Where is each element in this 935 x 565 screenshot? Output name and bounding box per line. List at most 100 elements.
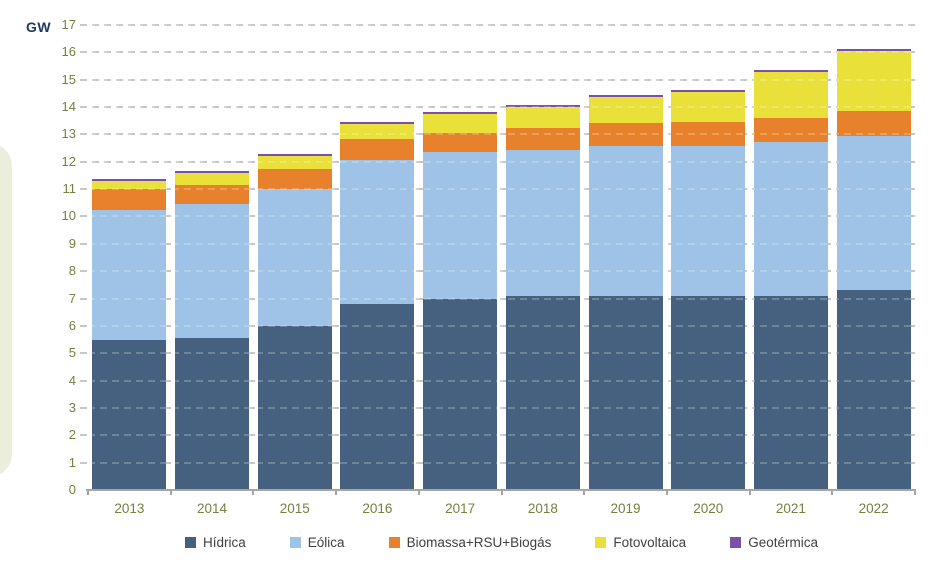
bar-segment-fotovoltaica-2017 <box>423 114 498 133</box>
x-axis-tick <box>914 490 916 495</box>
bar-segment-eolica-2015 <box>257 189 332 326</box>
bar-segment-eolica-2019 <box>588 146 663 296</box>
gridline-overlay <box>88 297 915 300</box>
gridline <box>80 406 916 409</box>
x-axis-tick <box>169 490 172 495</box>
gridline <box>80 242 916 245</box>
y-tick-label-4: 4 <box>68 372 76 388</box>
bar-segment-eolica-2016 <box>340 159 415 304</box>
x-axis-tick <box>500 490 503 495</box>
bar-segment-biomassa-rsu-biogas-2015 <box>257 168 332 190</box>
bar-segment-hidrica-2019 <box>588 295 663 490</box>
x-axis-tick <box>748 490 751 495</box>
bar-segment-biomassa-rsu-biogas-2018 <box>505 127 580 151</box>
bar-segment-biomassa-rsu-biogas-2021 <box>753 118 828 143</box>
x-axis-tick <box>87 490 89 495</box>
legend-label-fotovoltaica: Fotovoltaica <box>613 535 687 550</box>
legend-swatch-geotermica <box>730 537 742 548</box>
legend-item-hidrica: Hídrica <box>185 535 246 550</box>
gridline <box>80 352 916 355</box>
y-tick-label-14: 14 <box>61 99 76 115</box>
gridline-overlay <box>88 461 915 464</box>
bar-segment-eolica-2017 <box>423 151 498 299</box>
bar-segment-biomassa-rsu-biogas-2019 <box>588 122 663 147</box>
chart-legend: Hídrica Eólica Biomassa+RSU+Biogás Fotovolt… <box>88 535 915 550</box>
gridline <box>80 78 916 81</box>
bar-2019 <box>588 94 663 490</box>
gridline <box>80 434 916 437</box>
x-tick-label-2017: 2017 <box>445 501 476 516</box>
bar-2015 <box>257 154 332 490</box>
legend-item-geotermica: Geotérmica <box>730 535 818 550</box>
bar-segment-fotovoltaica-2021 <box>753 72 828 119</box>
gridline-overlay <box>88 133 915 136</box>
y-axis-unit-label: GW <box>26 19 52 35</box>
gridline-overlay <box>88 78 915 81</box>
gridline <box>80 461 916 464</box>
bar-segment-hidrica-2018 <box>505 295 580 490</box>
bar-2014 <box>175 170 250 490</box>
legend-item-eolica: Eólica <box>289 535 345 550</box>
legend-swatch-hidrica <box>185 537 197 548</box>
y-tick-label-13: 13 <box>61 126 76 142</box>
x-tick-label-2014: 2014 <box>197 501 228 516</box>
bar-segment-biomassa-rsu-biogas-2022 <box>836 111 911 137</box>
plot-area <box>88 25 915 490</box>
legend-item-fotovoltaica: Fotovoltaica <box>595 535 686 550</box>
bar-segment-biomassa-rsu-biogas-2014 <box>175 185 250 205</box>
gridline <box>80 51 916 54</box>
gridline-overlay <box>88 270 915 273</box>
bar-segment-hidrica-2022 <box>836 290 911 490</box>
bar-segment-eolica-2022 <box>836 136 911 291</box>
gridline-overlay <box>88 188 915 191</box>
bar-segment-fotovoltaica-2013 <box>92 180 167 190</box>
gridline-overlay <box>88 324 915 327</box>
y-tick-label-5: 5 <box>68 345 76 361</box>
gridline-overlay <box>88 379 915 382</box>
bar-segment-geotermica-2022 <box>836 49 911 52</box>
bar-segment-hidrica-2014 <box>175 338 250 490</box>
gridline <box>80 324 916 327</box>
x-tick-label-2019: 2019 <box>610 501 641 516</box>
bar-segment-biomassa-rsu-biogas-2016 <box>340 139 415 160</box>
y-tick-label-8: 8 <box>68 263 76 279</box>
gridline <box>80 188 916 191</box>
gridline-overlay <box>88 242 915 245</box>
bar-segment-biomassa-rsu-biogas-2013 <box>92 189 167 210</box>
bar-segment-fotovoltaica-2018 <box>505 106 580 128</box>
gridline-overlay <box>88 24 915 26</box>
legend-swatch-eolica <box>289 537 301 548</box>
bar-segment-biomassa-rsu-biogas-2017 <box>423 132 498 152</box>
bar-segment-eolica-2014 <box>175 204 250 339</box>
bar-segment-hidrica-2016 <box>340 304 415 490</box>
gridline-overlay <box>88 160 915 163</box>
bar-2022 <box>836 49 911 490</box>
x-tick-label-2018: 2018 <box>527 501 558 516</box>
y-tick-label-9: 9 <box>68 235 76 251</box>
bar-2020 <box>671 90 746 490</box>
bar-segment-eolica-2018 <box>505 150 580 296</box>
x-tick-label-2013: 2013 <box>114 501 145 516</box>
x-tick-label-2020: 2020 <box>693 501 724 516</box>
bar-segment-geotermica-2016 <box>340 121 415 124</box>
gridline-overlay <box>88 51 915 54</box>
bar-segment-hidrica-2015 <box>257 325 332 490</box>
bar-segment-hidrica-2017 <box>423 298 498 490</box>
bar-segment-fotovoltaica-2022 <box>836 51 911 112</box>
y-tick-label-2: 2 <box>68 427 76 443</box>
bar-segment-geotermica-2019 <box>588 94 663 97</box>
gridline <box>80 133 916 136</box>
bar-2017 <box>423 112 498 490</box>
legend-swatch-biomassa-rsu-biogas <box>388 537 400 548</box>
y-tick-label-7: 7 <box>68 290 76 306</box>
x-tick-label-2016: 2016 <box>362 501 393 516</box>
gridline <box>80 24 916 26</box>
page-edge-decoration <box>0 143 12 477</box>
bar-segment-hidrica-2021 <box>753 295 828 490</box>
bar-2018 <box>505 104 580 490</box>
bar-segment-fotovoltaica-2016 <box>340 123 415 140</box>
y-tick-label-10: 10 <box>61 208 76 224</box>
gridline <box>80 160 916 163</box>
bar-segment-hidrica-2013 <box>92 339 167 490</box>
legend-label-geotermica: Geotérmica <box>748 535 818 550</box>
